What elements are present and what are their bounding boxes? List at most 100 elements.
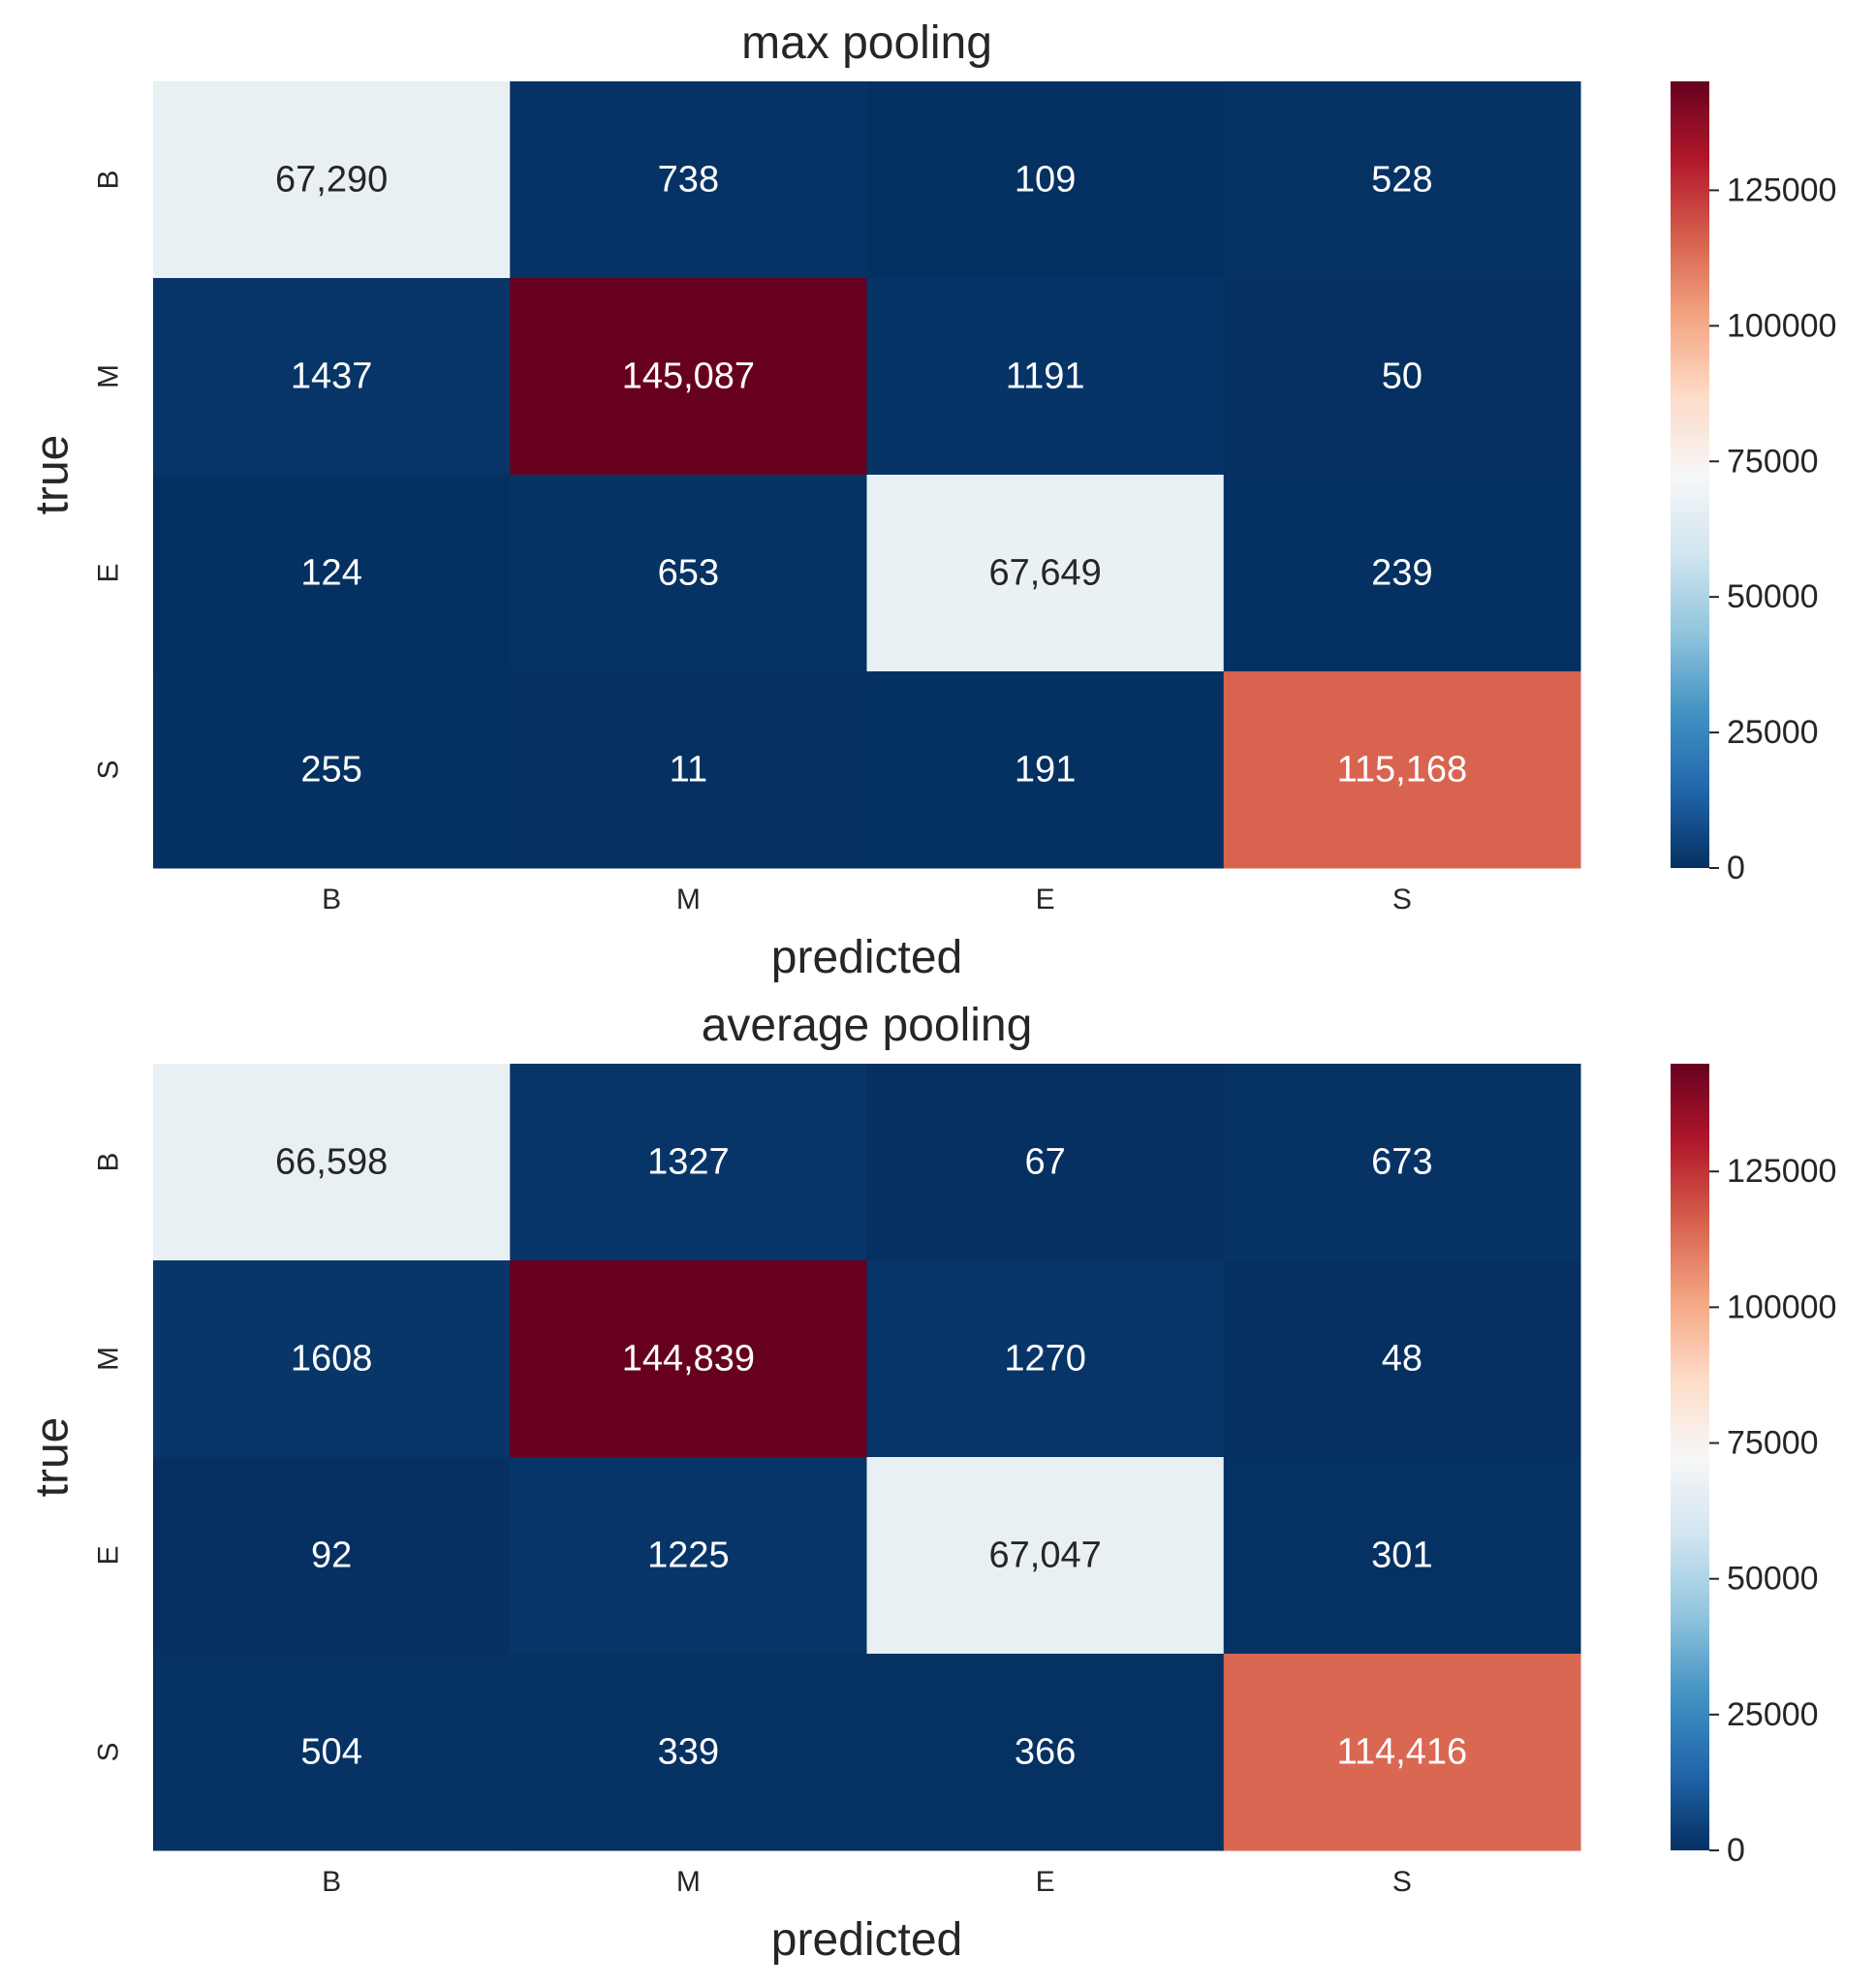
- colorbar-tick-label: 0: [1727, 850, 1745, 886]
- heatmap-cell: [1223, 1457, 1581, 1655]
- colorbar-tick-label: 50000: [1727, 578, 1819, 615]
- x-tick-label: S: [1392, 884, 1412, 915]
- cell-value-label: 366: [1015, 1732, 1076, 1773]
- heatmap-cell: [153, 81, 511, 279]
- heatmap-cell: [153, 475, 511, 672]
- y-tick-label: B: [93, 170, 125, 189]
- heatmap-cell: [510, 1654, 867, 1851]
- heatmap-cell: [153, 1260, 511, 1458]
- cell-value-label: 653: [658, 553, 719, 594]
- cell-value-label: 738: [658, 160, 719, 201]
- heatmap-panel-1: max pooling 67,290 738 109 528 1437 145,087 119…: [27, 17, 1837, 983]
- heatmap-panel-2: average pooling 66,598 1327 67 673 1608 144,83…: [27, 1000, 1837, 1966]
- cell-value-label: 67,649: [989, 553, 1102, 594]
- heatmap-cell: [510, 81, 867, 279]
- x-axis-label: predicted: [771, 1914, 962, 1966]
- cell-value-label: 67,290: [275, 160, 388, 201]
- colorbar-tick-label: 100000: [1727, 1288, 1836, 1325]
- cell-value-label: 67,047: [989, 1536, 1102, 1576]
- heatmap-cell: [510, 278, 867, 476]
- heatmap-cell: [866, 278, 1225, 476]
- cell-value-label: 339: [658, 1732, 719, 1773]
- cell-value-label: 255: [300, 750, 361, 791]
- y-tick-label: M: [93, 1347, 125, 1371]
- heatmap-cell: [153, 278, 511, 476]
- cell-value-label: 191: [1015, 750, 1076, 791]
- x-axis-label: predicted: [771, 932, 962, 983]
- heatmap-cell: [866, 1457, 1225, 1655]
- cell-value-label: 109: [1015, 160, 1076, 201]
- cell-value-label: 1270: [1004, 1339, 1086, 1380]
- cell-value-label: 114,416: [1337, 1732, 1468, 1773]
- cell-value-label: 239: [1371, 553, 1432, 594]
- y-tick-label: S: [93, 760, 125, 779]
- x-tick-label: E: [1036, 884, 1055, 915]
- y-tick-label: E: [93, 1545, 125, 1565]
- chart-title: average pooling: [702, 1000, 1033, 1051]
- cell-value-label: 145,087: [622, 357, 755, 397]
- heatmap-cell: [1223, 1260, 1581, 1458]
- heatmap-cell: [153, 1654, 511, 1851]
- y-tick-label: E: [93, 563, 125, 582]
- colorbar: [1671, 81, 1709, 868]
- colorbar-tick-label: 100000: [1727, 307, 1836, 344]
- heatmap-cell: [510, 671, 867, 869]
- heatmap-cell: [510, 1064, 867, 1261]
- y-tick-label: S: [93, 1742, 125, 1761]
- x-tick-label: M: [676, 1866, 701, 1898]
- cell-value-label: 11: [670, 750, 707, 791]
- heatmap-cell: [866, 1064, 1225, 1261]
- heatmap-cell: [510, 1457, 867, 1655]
- cell-value-label: 50: [1382, 357, 1423, 397]
- x-tick-label: B: [322, 884, 341, 915]
- cell-value-label: 124: [300, 553, 361, 594]
- cell-value-label: 1437: [291, 357, 373, 397]
- chart-title: max pooling: [741, 17, 992, 69]
- y-axis-label: true: [27, 435, 78, 515]
- cell-value-label: 673: [1371, 1142, 1432, 1183]
- heatmap-cell: [510, 475, 867, 672]
- colorbar-tick-label: 25000: [1727, 1696, 1819, 1733]
- heatmap-cell: [153, 1457, 511, 1655]
- heatmap-cell: [1223, 1654, 1581, 1851]
- heatmap-cell: [866, 81, 1225, 279]
- cell-value-label: 92: [311, 1536, 352, 1576]
- heatmap-cell: [1223, 81, 1581, 279]
- colorbar-tick-label: 75000: [1727, 1425, 1819, 1462]
- cell-value-label: 1608: [291, 1339, 373, 1380]
- heatmap-cell: [1223, 1064, 1581, 1261]
- cell-value-label: 1225: [647, 1536, 730, 1576]
- cell-value-label: 67: [1024, 1142, 1065, 1183]
- cell-value-label: 1191: [1006, 357, 1085, 397]
- heatmap-cell: [1223, 278, 1581, 476]
- heatmap-cell: [866, 1260, 1225, 1458]
- cell-value-label: 66,598: [275, 1142, 388, 1183]
- colorbar-tick-label: 25000: [1727, 714, 1819, 751]
- heatmap-cell: [153, 671, 511, 869]
- heatmap-cell: [153, 1064, 511, 1261]
- colorbar-tick-label: 0: [1727, 1832, 1745, 1869]
- y-axis-label: true: [27, 1417, 78, 1498]
- cell-value-label: 144,839: [622, 1339, 755, 1380]
- heatmap-cell: [866, 671, 1225, 869]
- y-tick-label: M: [93, 364, 125, 388]
- colorbar-tick-label: 50000: [1727, 1561, 1819, 1598]
- colorbar: [1671, 1064, 1709, 1850]
- x-tick-label: M: [676, 884, 701, 915]
- x-tick-label: E: [1036, 1866, 1055, 1898]
- cell-value-label: 528: [1371, 160, 1432, 201]
- heatmap-cell: [866, 475, 1225, 672]
- heatmap-cell: [1223, 671, 1581, 869]
- cell-value-label: 504: [300, 1732, 361, 1773]
- cell-value-label: 1327: [647, 1142, 730, 1183]
- cell-value-label: 115,168: [1337, 750, 1468, 791]
- heatmap-cell: [866, 1654, 1225, 1851]
- colorbar-tick-label: 125000: [1727, 1153, 1836, 1190]
- x-tick-label: S: [1392, 1866, 1412, 1898]
- heatmap-cell: [1223, 475, 1581, 672]
- cell-value-label: 48: [1382, 1339, 1423, 1380]
- colorbar-tick-label: 75000: [1727, 443, 1819, 480]
- x-tick-label: B: [322, 1866, 341, 1898]
- heatmap-cell: [510, 1260, 867, 1458]
